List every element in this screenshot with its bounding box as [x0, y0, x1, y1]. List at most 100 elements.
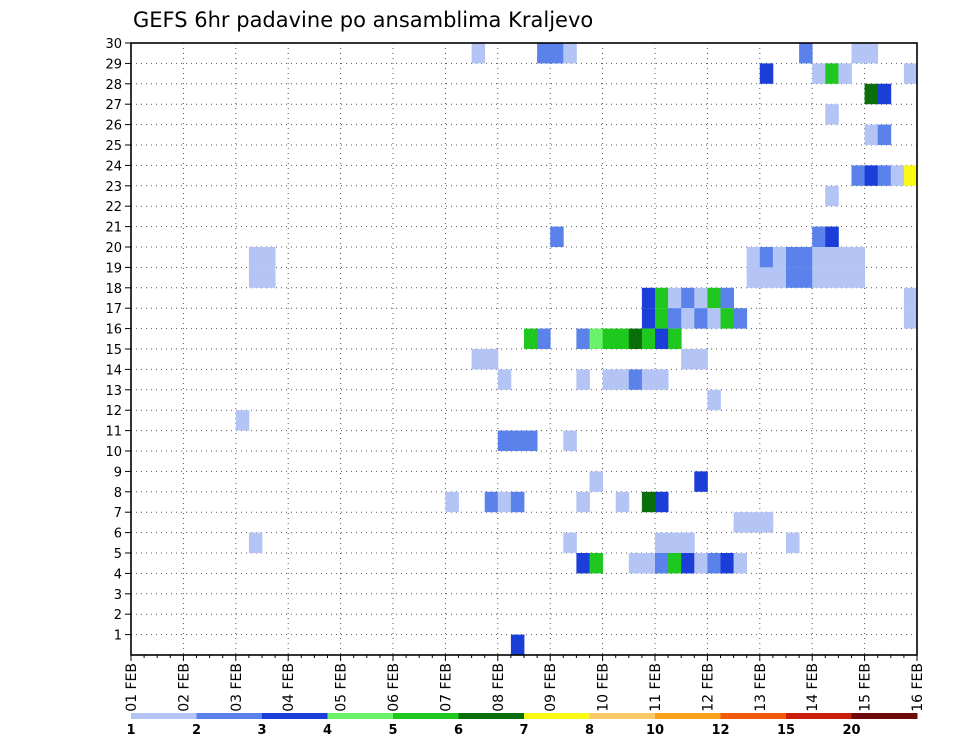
colorbar-label: 20 [842, 723, 860, 738]
colorbar-label: 3 [257, 723, 266, 738]
precip-cell [235, 410, 250, 431]
precip-cell [641, 553, 656, 574]
precip-cell [641, 491, 656, 513]
precip-cell [248, 532, 263, 553]
y-tick-label: 4 [114, 567, 122, 582]
precip-cell [484, 349, 499, 370]
y-tick-label: 1 [114, 629, 122, 644]
precip-cell [772, 247, 787, 268]
colorbar-label: 5 [388, 723, 397, 738]
chart-title: GEFS 6hr padavine po ansamblima Kraljevo [133, 8, 593, 32]
precip-cell [838, 267, 852, 288]
precip-cell [589, 328, 603, 349]
precip-cell [864, 83, 879, 105]
precip-cell [681, 287, 695, 309]
precip-cell [746, 267, 761, 288]
precip-cell [668, 553, 682, 574]
precip-cell [786, 247, 800, 268]
precip-cell [655, 287, 669, 309]
precip-cell [759, 63, 774, 84]
precip-cell [248, 267, 263, 288]
colorbar-swatch [393, 713, 459, 719]
precip-cell [694, 308, 708, 329]
precip-cell [641, 308, 656, 329]
precip-cell [510, 491, 525, 513]
precip-cell [563, 532, 577, 553]
precip-cell [563, 430, 577, 451]
precip-cell [510, 430, 525, 451]
precip-cell [484, 491, 499, 513]
precip-cell [746, 512, 761, 533]
precip-cell [668, 287, 682, 309]
precip-cell [524, 328, 538, 349]
precip-cell [733, 308, 748, 329]
x-axis-ticks: 01 FEB 02 FEB 03 FEB 04 FEB 05 FEB 06 FEB 07 F… [124, 655, 926, 712]
precip-cell [694, 349, 708, 370]
y-tick-label: 5 [114, 547, 122, 562]
precip-cell [615, 491, 630, 513]
colorbar-label: 12 [711, 723, 729, 738]
colorbar-label: 1 [126, 723, 135, 738]
precip-cell [602, 369, 617, 390]
y-tick-label: 29 [105, 57, 122, 72]
y-tick-label: 13 [105, 384, 122, 399]
y-tick-label: 22 [105, 200, 122, 215]
y-tick-label: 21 [105, 221, 122, 236]
precip-cell [772, 267, 787, 288]
precip-cell [668, 532, 682, 553]
precip-cell [825, 267, 839, 288]
precip-cell [812, 267, 826, 288]
colorbar-swatch [720, 713, 787, 719]
precip-cell [628, 328, 643, 349]
precip-cell [524, 430, 538, 451]
precip-cell [510, 634, 525, 655]
y-tick-label: 9 [114, 465, 122, 480]
x-tick-label: 05 FEB [334, 663, 350, 712]
precip-cell [497, 491, 512, 513]
precip-cell [786, 267, 800, 288]
precip-cell [576, 328, 590, 349]
precip-cell [537, 328, 551, 349]
y-tick-label: 25 [105, 139, 122, 154]
precip-cell [563, 43, 577, 64]
colorbar-swatch [655, 713, 721, 719]
precip-cell [589, 471, 603, 492]
colorbar-swatch [589, 713, 656, 719]
precip-cell [903, 63, 918, 84]
precip-cell [877, 165, 892, 186]
x-tick-label: 01 FEB [124, 663, 140, 712]
precip-cell [707, 389, 721, 411]
colorbar-label: 10 [646, 723, 664, 738]
y-tick-label: 23 [105, 180, 122, 195]
y-tick-label: 6 [114, 527, 122, 542]
precip-cell [471, 43, 486, 64]
precip-cell [681, 532, 695, 553]
precip-cell [681, 553, 695, 574]
x-tick-label: 04 FEB [281, 663, 297, 712]
precip-cell [681, 308, 695, 329]
precip-cell [707, 287, 721, 309]
precip-cell [668, 328, 682, 349]
precip-cell [602, 328, 617, 349]
precip-cell [825, 104, 839, 125]
precip-cell [825, 63, 839, 84]
precip-cell [576, 491, 590, 513]
precip-cell [694, 553, 708, 574]
precip-cell [864, 124, 879, 145]
x-tick-label: 08 FEB [491, 663, 507, 712]
colorbar-swatch [327, 713, 394, 719]
precip-cell [471, 349, 486, 370]
x-tick-label: 06 FEB [386, 663, 402, 712]
precip-cell [759, 267, 774, 288]
precip-cell [877, 83, 892, 105]
colorbar-legend: 1 2 3 4 5 6 7 8 10 12 15 20 [126, 713, 918, 738]
y-tick-label: 27 [105, 98, 122, 113]
precip-cell [615, 369, 630, 390]
precip-cell [799, 43, 813, 64]
precip-cell [799, 267, 813, 288]
x-tick-label: 14 FEB [805, 663, 821, 712]
precip-cell [248, 247, 263, 268]
precip-cell [825, 226, 839, 247]
x-tick-label: 12 FEB [700, 663, 716, 712]
precip-cells [235, 43, 918, 655]
